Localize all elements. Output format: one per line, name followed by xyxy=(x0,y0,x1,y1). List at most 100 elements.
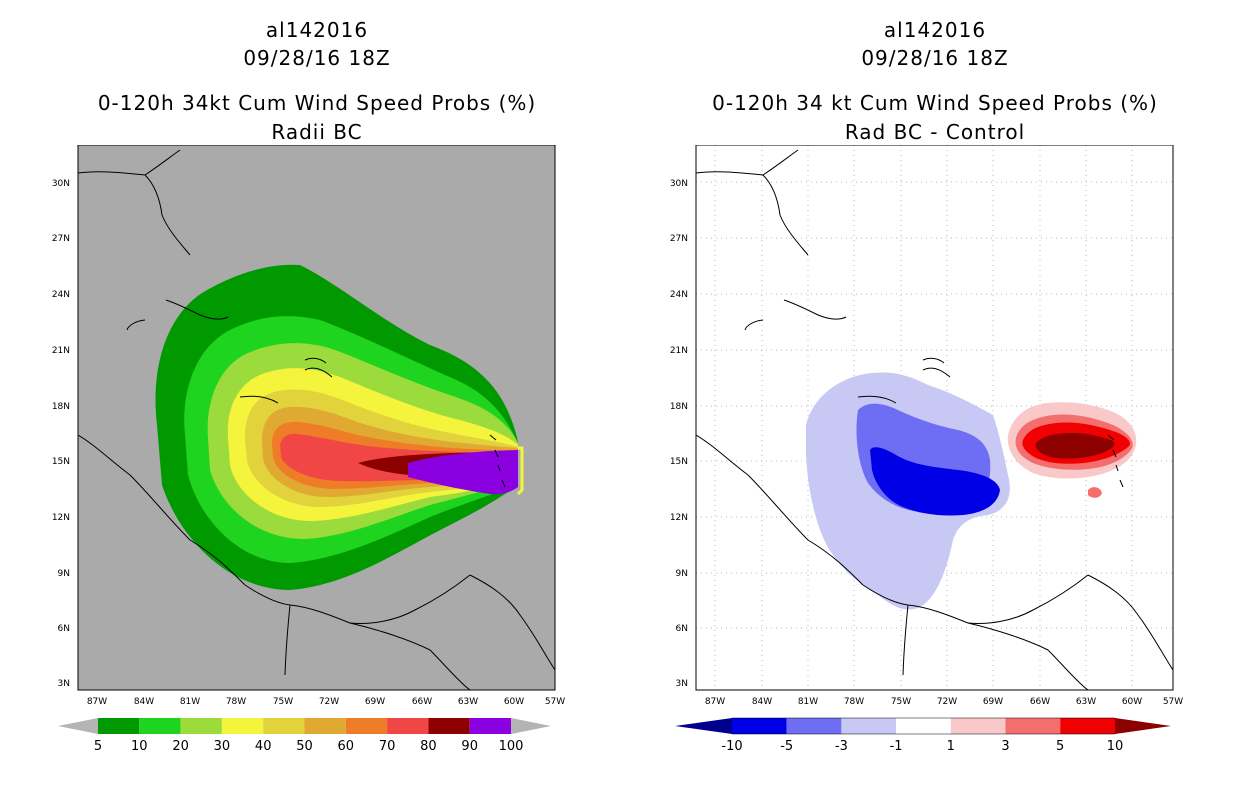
lon-axis: 87W 84W 81W 78W 75W 72W 69W 66W 63W 60W … xyxy=(87,697,565,707)
lon-label: 63W xyxy=(458,697,478,707)
right-storm-id: al142016 xyxy=(883,18,987,42)
colorbar-label: -3 xyxy=(835,739,848,754)
probability-contours xyxy=(155,264,524,590)
colorbar-swatch xyxy=(950,718,1006,734)
left-storm-id: al142016 xyxy=(265,18,369,42)
right-difference-map: 30N 27N 24N 21N 18N 15N 12N 9N 6N 3N 87W… xyxy=(670,145,1183,707)
colorbar-label: 100 xyxy=(499,739,524,754)
lon-label: 63W xyxy=(1076,697,1096,707)
lon-label: 87W xyxy=(87,697,107,707)
colorbar-end-high xyxy=(1115,718,1171,734)
lat-label: 24N xyxy=(670,290,688,300)
lat-label: 15N xyxy=(670,457,688,467)
right-subtitle: Rad BC - Control xyxy=(844,120,1026,144)
lat-axis: 30N 27N 24N 21N 18N 15N 12N 9N 6N 3N xyxy=(670,179,688,689)
left-probability-map: 30N 27N 24N 21N 18N 15N 12N 9N 6N 3N 87W… xyxy=(52,145,565,707)
lat-label: 30N xyxy=(52,179,70,189)
lon-axis: 87W 84W 81W 78W 75W 72W 69W 66W 63W 60W … xyxy=(705,697,1183,707)
colorbar-swatch xyxy=(263,718,305,734)
lon-label: 69W xyxy=(983,697,1003,707)
lon-label: 66W xyxy=(1030,697,1050,707)
lon-label: 75W xyxy=(891,697,911,707)
colorbar-swatch xyxy=(180,718,222,734)
lat-label: 9N xyxy=(676,569,688,579)
colorbar-swatch xyxy=(428,718,470,734)
lon-label: 75W xyxy=(273,697,293,707)
colorbar-label: 5 xyxy=(94,739,102,754)
colorbar-swatch xyxy=(732,718,787,734)
lon-label: 60W xyxy=(1122,697,1142,707)
lon-label: 72W xyxy=(937,697,957,707)
right-colorbar: -10 -5 -3 -1 1 3 5 10 xyxy=(675,717,1171,754)
colorbar-label: 60 xyxy=(338,739,355,754)
colorbar-swatch xyxy=(1005,718,1061,734)
lon-label: 84W xyxy=(134,697,154,707)
colorbar-label: 10 xyxy=(131,739,148,754)
colorbar-swatch xyxy=(387,718,429,734)
lat-label: 12N xyxy=(52,513,70,523)
lat-label: 18N xyxy=(670,402,688,412)
right-datetime: 09/28/16 18Z xyxy=(861,46,1009,70)
colorbar-swatch xyxy=(896,718,951,734)
lat-label: 30N xyxy=(670,179,688,189)
lon-label: 57W xyxy=(545,697,565,707)
lat-label: 12N xyxy=(670,513,688,523)
colorbar-label: 80 xyxy=(420,739,437,754)
lat-label: 6N xyxy=(58,624,70,634)
gridlines xyxy=(696,145,1173,690)
colorbar-label: 40 xyxy=(255,739,272,754)
lon-label: 69W xyxy=(365,697,385,707)
colorbar-label: 3 xyxy=(1001,739,1009,754)
colorbar-swatch xyxy=(469,718,511,734)
lon-label: 87W xyxy=(705,697,725,707)
colorbar-end-low xyxy=(675,718,732,734)
left-subtitle: Radii BC xyxy=(271,120,363,144)
lat-label: 27N xyxy=(52,234,70,244)
lon-label: 81W xyxy=(180,697,200,707)
colorbar-end-high xyxy=(511,718,551,734)
colorbar-label: 1 xyxy=(947,739,955,754)
lat-label: 27N xyxy=(670,234,688,244)
colorbar-swatch xyxy=(345,718,388,734)
lon-label: 78W xyxy=(226,697,246,707)
colorbar-label: -10 xyxy=(721,739,742,754)
lon-label: 60W xyxy=(504,697,524,707)
lat-label: 18N xyxy=(52,402,70,412)
right-title: 0-120h 34 kt Cum Wind Speed Probs (%) xyxy=(712,91,1158,115)
lat-label: 21N xyxy=(670,346,688,356)
colorbar-label: 70 xyxy=(379,739,396,754)
left-datetime: 09/28/16 18Z xyxy=(243,46,391,70)
lon-label: 78W xyxy=(844,697,864,707)
lon-label: 84W xyxy=(752,697,772,707)
colorbar-label: 5 xyxy=(1056,739,1064,754)
coastlines xyxy=(78,149,555,690)
left-title: 0-120h 34kt Cum Wind Speed Probs (%) xyxy=(97,91,537,115)
lat-label: 15N xyxy=(52,457,70,467)
colorbar-label: 30 xyxy=(214,739,231,754)
colorbar-end-low xyxy=(58,718,98,734)
left-colorbar: 5 10 20 30 40 50 60 70 80 90 100 xyxy=(58,718,551,754)
colorbar-label: -1 xyxy=(890,739,903,754)
lon-label: 57W xyxy=(1163,697,1183,707)
lon-label: 66W xyxy=(412,697,432,707)
lat-label: 21N xyxy=(52,346,70,356)
colorbar-swatch xyxy=(221,718,264,734)
colorbar-swatch xyxy=(1060,718,1115,734)
lon-label: 81W xyxy=(798,697,818,707)
colorbar-swatch xyxy=(841,718,897,734)
lat-label: 9N xyxy=(58,569,70,579)
lat-label: 3N xyxy=(58,679,70,689)
colorbar-label: -5 xyxy=(780,739,793,754)
coastlines xyxy=(696,149,1173,690)
colorbar-label: 90 xyxy=(461,739,478,754)
colorbar-label: 20 xyxy=(172,739,189,754)
colorbar-swatch xyxy=(139,718,181,734)
lat-label: 6N xyxy=(676,624,688,634)
lat-label: 3N xyxy=(676,679,688,689)
colorbar-swatch xyxy=(304,718,346,734)
colorbar-swatch xyxy=(98,718,140,734)
difference-contours xyxy=(806,372,1137,610)
lat-label: 24N xyxy=(52,290,70,300)
lon-label: 72W xyxy=(319,697,339,707)
colorbar-swatch xyxy=(786,718,842,734)
